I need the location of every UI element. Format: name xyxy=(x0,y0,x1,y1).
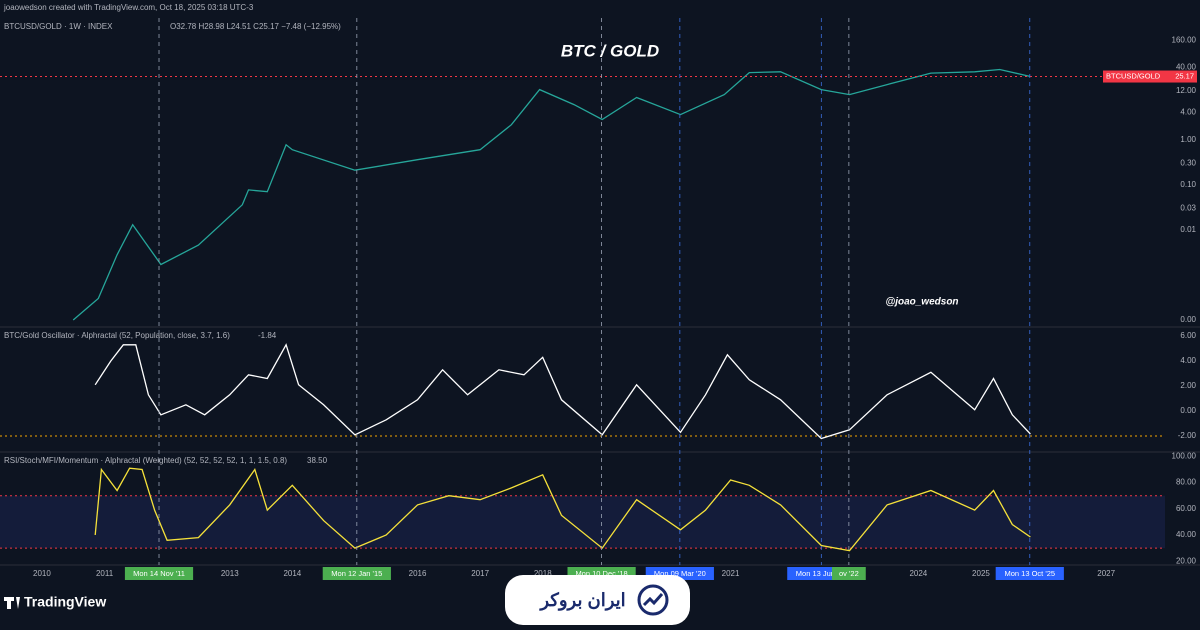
event-tag: Mon 10 Dec '18 xyxy=(575,569,627,578)
y-tick-label: 0.01 xyxy=(1180,225,1196,234)
y-tick-label: 60.00 xyxy=(1176,504,1197,513)
y-tick-label: 1.00 xyxy=(1180,135,1196,144)
legend-value: 38.50 xyxy=(307,456,328,465)
series-line xyxy=(72,68,1031,321)
brand-icon xyxy=(637,584,669,616)
y-tick-label: 4.00 xyxy=(1180,108,1196,117)
x-tick-label: 2025 xyxy=(972,569,990,578)
y-tick-label: 0.03 xyxy=(1180,203,1196,212)
y-tick-label: 12.00 xyxy=(1176,86,1197,95)
handle: @joao_wedson xyxy=(885,297,958,308)
y-tick-label: 0.00 xyxy=(1180,406,1196,415)
event-tag: Mon 13 Jun '22 xyxy=(796,569,847,578)
y-tick-label: 6.00 xyxy=(1180,331,1196,340)
y-tick-label: 40.00 xyxy=(1176,530,1197,539)
event-tag-bg xyxy=(124,567,194,580)
y-tick-label: 40.00 xyxy=(1176,63,1197,72)
tv-icon xyxy=(4,597,20,609)
symbol-tag: BTCUSD/GOLD xyxy=(1106,72,1161,81)
event-tag: Mon 14 Nov '11 xyxy=(133,569,185,578)
legend-value: -1.84 xyxy=(258,331,277,340)
y-tick-label: 160.00 xyxy=(1172,35,1197,44)
x-tick-label: 2010 xyxy=(33,569,51,578)
price-tag-bg xyxy=(1103,70,1197,83)
event-tag: ov '22 xyxy=(839,569,859,578)
brand-name: ایران بروکر xyxy=(538,590,625,611)
pane-legend: BTCUSD/GOLD · 1W · INDEX xyxy=(4,22,113,31)
y-tick-label: 2.00 xyxy=(1180,381,1196,390)
x-tick-label: 2021 xyxy=(722,569,740,578)
price-tag: 25.17 xyxy=(1175,72,1194,81)
series-line xyxy=(94,343,1031,440)
y-tick-label: 0.10 xyxy=(1180,180,1196,189)
event-tag: Mon 09 Mar '20 xyxy=(654,569,706,578)
ref-band xyxy=(0,495,1165,549)
ohlc: O32.78 H28.98 L24.51 C25.17 −7.48 (−12.9… xyxy=(170,22,341,31)
y-tick-label: 20.00 xyxy=(1176,556,1197,565)
x-tick-label: 2018 xyxy=(534,569,552,578)
event-tag-bg xyxy=(995,567,1064,580)
y-tick-label: 0.00 xyxy=(1180,315,1196,324)
x-tick-label: 2013 xyxy=(221,569,239,578)
brand-icon-arrow xyxy=(642,593,664,607)
series-line xyxy=(94,467,1031,552)
footer-logo: TradingView xyxy=(24,594,106,610)
x-tick-label: 2011 xyxy=(96,569,114,578)
y-tick-label: 80.00 xyxy=(1176,478,1197,487)
header-text: joaowedson created with TradingView.com,… xyxy=(3,3,254,12)
y-tick-label: 4.00 xyxy=(1180,356,1196,365)
y-tick-label: -2.00 xyxy=(1178,431,1197,440)
watermark: BTC / GOLD xyxy=(561,41,659,60)
x-tick-label: 2016 xyxy=(409,569,427,578)
x-tick-label: 2024 xyxy=(909,569,927,578)
event-tag-bg xyxy=(831,567,866,580)
x-tick-label: 2017 xyxy=(471,569,489,578)
x-tick-label: 2014 xyxy=(283,569,301,578)
y-tick-label: 100.00 xyxy=(1172,452,1197,461)
event-tag-bg xyxy=(322,567,391,580)
event-tag: Mon 12 Jan '15 xyxy=(331,569,382,578)
pane-legend: RSI/Stoch/MFI/Momentum · Alphractal (Wei… xyxy=(4,456,287,465)
x-tick-label: 2027 xyxy=(1097,569,1115,578)
event-tag: Mon 13 Oct '25 xyxy=(1004,569,1055,578)
panes: 160.00 40.00 12.00 4.00 1.00 0.30 0.10 0.03 0.01… xyxy=(0,18,1200,580)
brand-badge xyxy=(505,575,690,625)
y-tick-label: 0.30 xyxy=(1180,158,1196,167)
pane-legend: BTC/Gold Oscillator · Alphractal (52, Po… xyxy=(4,331,230,340)
